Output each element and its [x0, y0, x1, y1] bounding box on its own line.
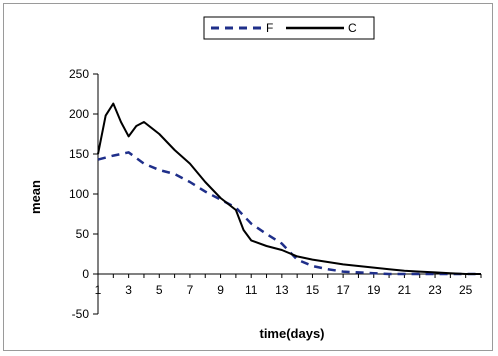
y-tick-label: 100 — [69, 187, 89, 201]
x-tick-label: 23 — [428, 283, 442, 297]
x-tick-label: 7 — [187, 283, 194, 297]
x-tick-label: 25 — [459, 283, 473, 297]
x-tick-label: 17 — [336, 283, 350, 297]
series-line-f — [97, 151, 481, 276]
series-layer — [97, 102, 481, 276]
series-line-c — [97, 102, 481, 275]
legend-label-f: F — [266, 21, 273, 35]
x-tick-label: 5 — [156, 283, 163, 297]
x-tick-label: 15 — [306, 283, 320, 297]
x-tick-label: 3 — [125, 283, 132, 297]
y-tick-label: 250 — [69, 67, 89, 81]
x-tick-label: 11 — [245, 283, 258, 297]
x-axis-label: time(days) — [259, 326, 324, 341]
x-tick-label: 21 — [398, 283, 412, 297]
y-tick-label: 200 — [69, 107, 89, 121]
y-axis-label: mean — [28, 180, 43, 214]
legend-label-c: C — [348, 21, 357, 35]
x-tick-label: 19 — [367, 283, 381, 297]
x-tick-label: 9 — [217, 283, 224, 297]
y-tick-label: 0 — [82, 267, 89, 281]
chart-frame: F C -50 0 50 100 150 200 250 1 3 5 7 9 11 13 15 17 19 21 2… — [3, 3, 493, 351]
y-tick-label: -50 — [72, 307, 90, 321]
y-tick-label: 150 — [69, 147, 89, 161]
y-tick-label: 50 — [76, 227, 90, 241]
legend: F C — [203, 16, 375, 40]
x-tick-label: 13 — [275, 283, 289, 297]
x-tick-label: 1 — [95, 283, 102, 297]
